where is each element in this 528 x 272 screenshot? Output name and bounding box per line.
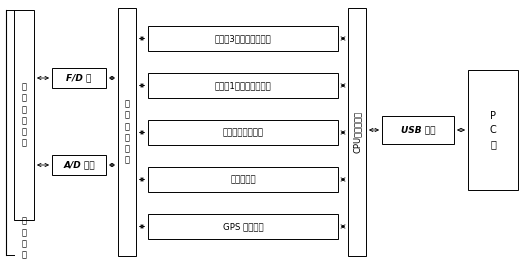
Bar (52, 68, 106, 88)
Bar (468, 70, 518, 190)
Text: 压力传感器: 压力传感器 (230, 175, 256, 184)
Bar (148, 26, 338, 51)
Text: 电
子
处
理
系
统: 电 子 处 理 系 统 (125, 100, 129, 164)
Bar (348, 8, 366, 256)
Text: P
C
机: P C 机 (489, 111, 496, 149)
Bar (148, 73, 338, 98)
Bar (148, 214, 338, 239)
Text: 水听器1个以上测量流速: 水听器1个以上测量流速 (214, 81, 271, 90)
Text: 磁航向二维定位器: 磁航向二维定位器 (222, 128, 263, 137)
Text: 水听器3个以上测量方向: 水听器3个以上测量方向 (214, 34, 271, 43)
Bar (382, 116, 454, 144)
Bar (148, 167, 338, 192)
Bar (14, 10, 34, 220)
Text: A/D 转换: A/D 转换 (63, 160, 95, 169)
Bar (148, 120, 338, 145)
Bar (118, 8, 136, 256)
Text: CPU中央处理器: CPU中央处理器 (353, 111, 362, 153)
Text: USB 模块: USB 模块 (401, 125, 435, 134)
Text: 测
量
探
头: 测 量 探 头 (22, 217, 26, 259)
Text: GPS 定位系统: GPS 定位系统 (223, 222, 263, 231)
Bar (52, 155, 106, 175)
Text: 电
子
测
量
总
线: 电 子 测 量 总 线 (22, 83, 26, 147)
Text: F/D 转: F/D 转 (67, 73, 92, 82)
